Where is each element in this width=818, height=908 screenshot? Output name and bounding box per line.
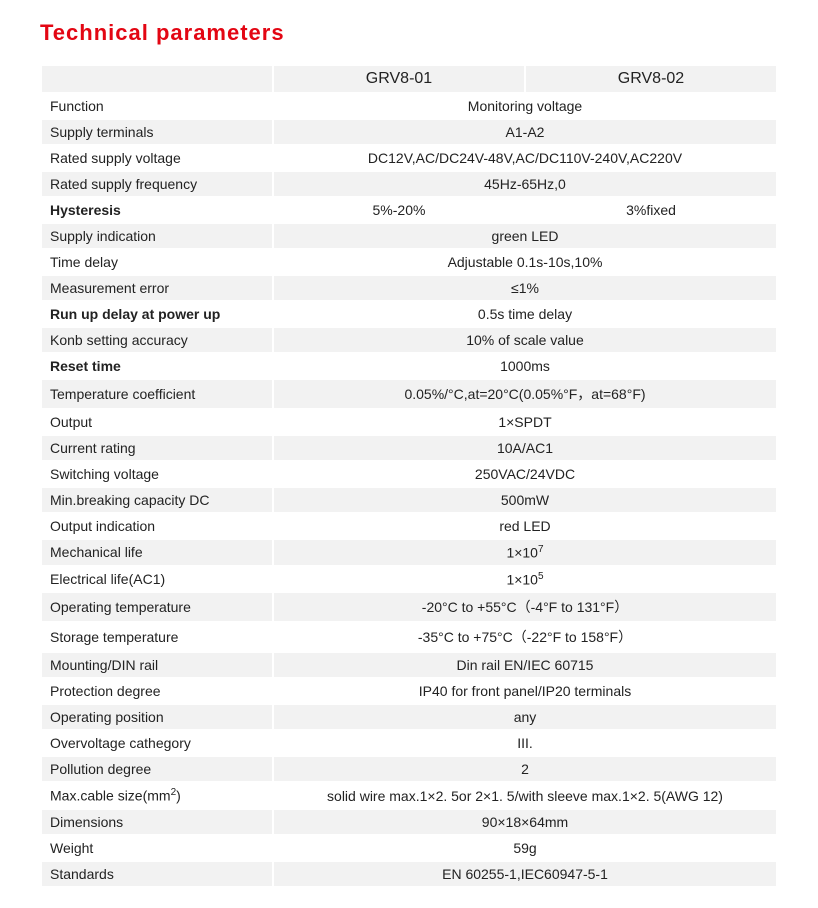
row-value: 10A/AC1	[274, 436, 776, 460]
row-label: Hysteresis	[42, 198, 272, 222]
row-label: Measurement error	[42, 276, 272, 300]
row-label: Weight	[42, 836, 272, 860]
row-label: Mounting/DIN rail	[42, 653, 272, 677]
row-value: EN 60255-1,IEC60947-5-1	[274, 862, 776, 886]
row-value: red LED	[274, 514, 776, 538]
row-label: Mechanical life	[42, 540, 272, 565]
row-label: Operating position	[42, 705, 272, 729]
row-value: Adjustable 0.1s-10s,10%	[274, 250, 776, 274]
row-label: Pollution degree	[42, 757, 272, 781]
row-label: Temperature coefficient	[42, 380, 272, 408]
row-value: DC12V,AC/DC24V-48V,AC/DC110V-240V,AC220V	[274, 146, 776, 170]
row-value: 2	[274, 757, 776, 781]
row-value: any	[274, 705, 776, 729]
row-value: IP40 for front panel/IP20 terminals	[274, 679, 776, 703]
row-label: Reset time	[42, 354, 272, 378]
row-label: Electrical life(AC1)	[42, 567, 272, 592]
row-value-a: 5%-20%	[274, 198, 524, 222]
row-label: Konb setting accuracy	[42, 328, 272, 352]
row-label: Current rating	[42, 436, 272, 460]
row-label: Run up delay at power up	[42, 302, 272, 326]
row-value: -35°C to +75°C（-22°F to 158°F）	[274, 623, 776, 651]
row-value: Din rail EN/IEC 60715	[274, 653, 776, 677]
section-title: Technical parameters	[40, 20, 778, 46]
header-blank	[42, 66, 272, 92]
row-value: 1×107	[274, 540, 776, 565]
row-value: 59g	[274, 836, 776, 860]
row-value: 0.5s time delay	[274, 302, 776, 326]
row-label: Storage temperature	[42, 623, 272, 651]
row-label: Time delay	[42, 250, 272, 274]
row-value: solid wire max.1×2. 5or 2×1. 5/with slee…	[274, 783, 776, 808]
row-value: 1000ms	[274, 354, 776, 378]
row-value: 250VAC/24VDC	[274, 462, 776, 486]
row-label: Protection degree	[42, 679, 272, 703]
row-label: Supply terminals	[42, 120, 272, 144]
model-b: GRV8-02	[526, 66, 776, 92]
row-value-b: 3%fixed	[526, 198, 776, 222]
row-value: 90×18×64mm	[274, 810, 776, 834]
row-label: Min.breaking capacity DC	[42, 488, 272, 512]
row-label: Switching voltage	[42, 462, 272, 486]
row-value: 500mW	[274, 488, 776, 512]
row-value: ≤1%	[274, 276, 776, 300]
row-value: green LED	[274, 224, 776, 248]
row-value: Monitoring voltage	[274, 94, 776, 118]
row-value: A1-A2	[274, 120, 776, 144]
row-label: Operating temperature	[42, 593, 272, 621]
row-label: Overvoltage cathegory	[42, 731, 272, 755]
row-label: Dimensions	[42, 810, 272, 834]
row-value: 1×105	[274, 567, 776, 592]
row-value: 0.05%/°C,at=20°C(0.05%°F，at=68°F)	[274, 380, 776, 408]
row-label: Rated supply voltage	[42, 146, 272, 170]
row-label: Supply indication	[42, 224, 272, 248]
row-label: Function	[42, 94, 272, 118]
row-value: 1×SPDT	[274, 410, 776, 434]
row-label: Standards	[42, 862, 272, 886]
spec-table: GRV8-01 GRV8-02 Function Monitoring volt…	[40, 64, 778, 888]
row-label: Output	[42, 410, 272, 434]
row-value: -20°C to +55°C（-4°F to 131°F）	[274, 593, 776, 621]
row-value: III.	[274, 731, 776, 755]
row-value: 45Hz-65Hz,0	[274, 172, 776, 196]
row-label: Output indication	[42, 514, 272, 538]
row-label: Max.cable size(mm2)	[42, 783, 272, 808]
row-label: Rated supply frequency	[42, 172, 272, 196]
row-value: 10% of scale value	[274, 328, 776, 352]
model-a: GRV8-01	[274, 66, 524, 92]
